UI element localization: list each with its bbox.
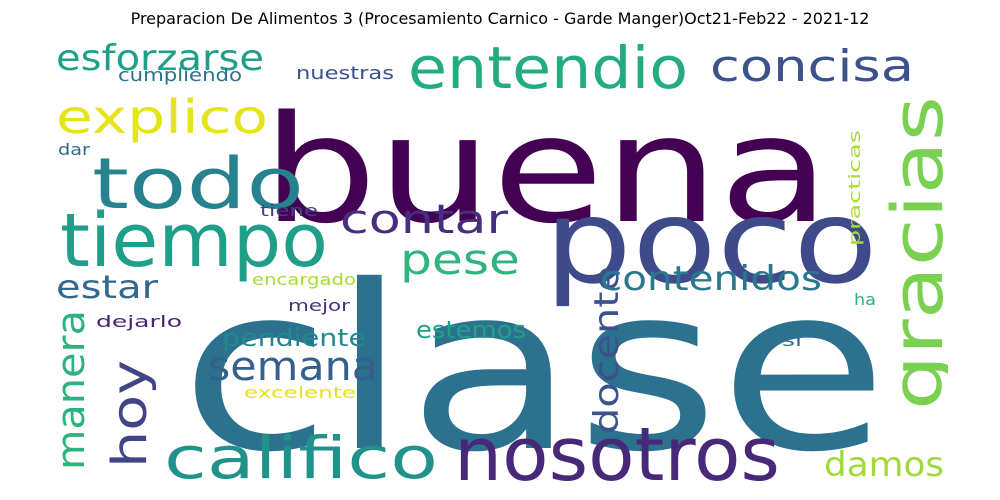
word-practicas: practicas: [845, 130, 864, 246]
word-buena: buena: [262, 84, 830, 256]
word-encargado: encargado: [252, 270, 356, 289]
word-tiene: tiene: [260, 201, 318, 220]
word-tiempo: tiempo: [60, 198, 328, 284]
word-cumpliendo: cumpliendo: [118, 65, 242, 86]
word-explico: explico: [56, 90, 268, 144]
word-califico: califico: [164, 424, 438, 484]
word-dar: dar: [58, 140, 90, 159]
word-nuestras: nuestras: [296, 63, 394, 84]
word-poco: poco: [544, 175, 878, 310]
word-estar: estar: [56, 268, 159, 306]
word-gracias: gracias: [877, 96, 948, 410]
word-damos: damos: [824, 445, 944, 484]
word-contar: contar: [340, 197, 509, 243]
word-esforzarse: esforzarse: [56, 38, 264, 79]
word-mejor: mejor: [288, 296, 351, 315]
word-entendio: entendio: [408, 36, 688, 102]
word-ha: ha: [854, 290, 876, 309]
word-todo: todo: [92, 143, 304, 225]
word-concisa: concisa: [710, 41, 914, 92]
word-docente: docente: [587, 266, 627, 434]
word-estemos: estemos: [416, 316, 526, 344]
word-si: si: [782, 331, 802, 350]
chart-title: Preparacion De Alimentos 3 (Procesamient…: [130, 9, 870, 28]
word-nosotros: nosotros: [454, 412, 780, 484]
word-pendiente: pendiente: [222, 324, 366, 352]
word-semana: semana: [208, 344, 378, 390]
word-clase: clase: [180, 236, 888, 484]
word-contenidos: contenidos: [600, 259, 822, 299]
word-hoy: hoy: [102, 360, 158, 468]
word-manera: manera: [52, 310, 93, 470]
word-dejarlo: dejarlo: [96, 312, 182, 331]
word-pese: pese: [400, 235, 520, 284]
word-excelente: excelente: [244, 383, 356, 402]
